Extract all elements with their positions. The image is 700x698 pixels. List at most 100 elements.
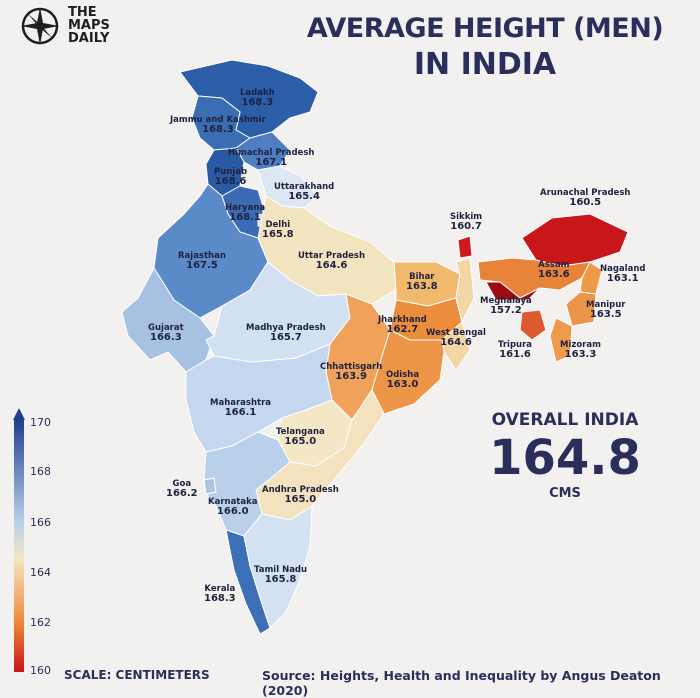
state-name: Jammu and Kashmir [170,115,266,125]
state-value: 165.7 [270,332,302,343]
state-label-telangana: Telangana 165.0 [276,427,325,447]
state-label-mizoram: Mizoram 163.3 [560,340,601,360]
state-value: 163.0 [386,379,419,390]
state-label-delhi: Delhi 165.8 [262,220,294,240]
source-citation: Source: Heights, Health and Inequality b… [262,668,661,698]
state-name: Maharashtra [210,398,272,408]
state-name: Odisha [386,370,420,380]
state-value: 166.2 [166,488,198,499]
state-name: Sikkim [450,212,483,222]
state-name: Uttarakhand [274,182,335,192]
state-name: Mizoram [560,340,601,350]
state-value: 163.6 [538,269,570,280]
state-value: 160.5 [569,197,602,208]
state-label-jammu-kashmir: Jammu and Kashmir 168.3 [170,115,266,135]
state-label-tripura: Tripura 161.6 [498,340,532,360]
state-name: West Bengal [426,328,486,338]
state-name: Manipur [586,300,626,310]
state-value: 168.3 [204,593,236,604]
state-label-jharkhand: Jharkhand 162.7 [378,315,427,335]
state-name: Gujarat [148,323,184,333]
region-tamil-nadu [243,505,313,629]
brand-line-3: DAILY [68,31,110,46]
state-value: 164.6 [440,337,472,348]
scale-label: SCALE: CENTIMETERS [64,668,210,682]
state-label-uttarakhand: Uttarakhand 165.4 [274,182,334,202]
state-value: 163.9 [335,371,367,382]
state-value: 168.1 [229,212,261,223]
state-name: Bihar [409,272,435,282]
state-name: Madhya Pradesh [246,323,326,333]
state-name: Karnataka [208,497,258,507]
state-name: Nagaland [600,264,646,274]
brand-line-2: MAPS [68,18,110,33]
scale-tick: 166 [30,516,51,529]
state-name: Andhra Pradesh [262,485,339,495]
state-name: Tripura [498,340,533,350]
state-label-ladakh: Ladakh 168.3 [240,88,275,108]
state-label-tamil-nadu: Tamil Nadu 165.8 [254,565,307,585]
scale-tick: 162 [30,616,51,629]
region-odisha [371,329,445,415]
overall-india-panel: OVERALL INDIA 164.8 CMS [465,410,665,501]
state-label-bihar: Bihar 163.8 [406,272,438,292]
page-title: AVERAGE HEIGHT (MEN) IN INDIA [290,12,680,84]
state-label-karnataka: Karnataka 166.0 [208,497,258,517]
state-value: 165.8 [262,229,294,240]
region-mizoram [549,317,573,363]
state-name: Telangana [276,427,325,437]
state-value: 165.0 [284,436,317,447]
state-name: Rajasthan [178,251,226,261]
overall-value: 164.8 [489,430,641,486]
state-value: 166.3 [150,332,182,343]
state-label-haryana: Haryana 168.1 [225,203,265,223]
state-value: 167.5 [186,260,218,271]
region-arunachal-pradesh [521,213,629,267]
state-name: Assam [538,260,570,270]
title-line-1: AVERAGE HEIGHT (MEN) [306,13,664,44]
state-value: 161.6 [499,349,531,360]
state-name: Chhattisgarh [320,362,383,372]
state-label-assam: Assam 163.6 [538,260,570,280]
state-label-himachal-pradesh: Himachal Pradesh 167.1 [228,148,314,168]
title-line-2: IN INDIA [413,47,557,82]
state-value: 163.8 [406,281,438,292]
state-value: 166.1 [224,407,257,418]
state-value: 168.3 [202,124,234,135]
scale-tick: 168 [30,465,51,478]
state-name: Ladakh [240,88,275,98]
state-label-chhattisgarh: Chhattisgarh 163.9 [320,362,382,382]
state-value: 166.0 [216,506,249,517]
brand-line-1: THE [68,5,97,20]
state-label-kerala: Kerala 168.3 [204,584,236,604]
state-name: Jharkhand [378,315,427,325]
scale-tick: 160 [30,664,51,677]
overall-unit: CMS [549,486,581,501]
state-label-manipur: Manipur 163.5 [586,300,626,320]
state-value: 160.7 [450,221,482,232]
state-name: Arunachal Pradesh [540,188,631,198]
state-label-punjab: Punjab 168.6 [214,167,247,187]
state-label-nagaland: Nagaland 163.1 [600,264,645,284]
state-value: 168.6 [214,176,247,187]
state-name: Delhi [265,220,291,230]
region-gujarat [121,267,215,373]
region-west-bengal [441,257,475,371]
scale-tick: 170 [30,416,51,429]
state-label-gujarat: Gujarat 166.3 [148,323,184,343]
state-label-madhya-pradesh: Madhya Pradesh 165.7 [246,323,326,343]
scale-color-bar [14,420,24,672]
state-name: Punjab [214,167,248,177]
state-value: 162.7 [386,324,419,335]
region-tripura [519,309,547,341]
state-value: 165.4 [288,191,320,202]
state-label-uttar-pradesh: Uttar Pradesh 164.6 [298,251,365,271]
state-name: Haryana [225,203,266,213]
state-value: 165.0 [284,494,317,505]
state-label-odisha: Odisha 163.0 [386,370,419,390]
state-name: Meghalaya [480,296,532,306]
state-label-maharashtra: Maharashtra 166.1 [210,398,271,418]
state-value: 167.1 [255,157,288,168]
region-himachal-pradesh [235,131,291,171]
